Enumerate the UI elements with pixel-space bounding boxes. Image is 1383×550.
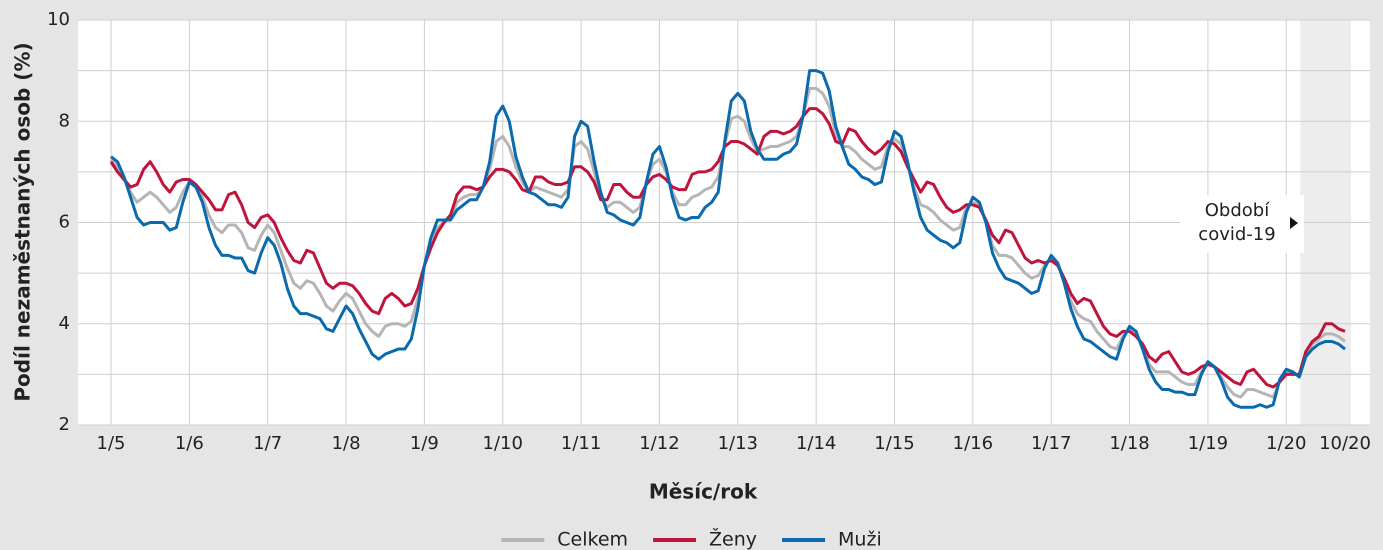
x-tick-label: 1/14 (796, 433, 836, 454)
legend-label: Ženy (709, 528, 757, 550)
annotation-text: covid-19 (1198, 224, 1275, 245)
y-tick-label: 6 (59, 212, 70, 233)
x-axis-title: Měsíc/rok (649, 480, 758, 504)
x-tick-label: 1/15 (874, 433, 914, 454)
x-tick-label: 1/16 (953, 433, 993, 454)
y-tick-label: 2 (59, 414, 70, 435)
legend-label: Celkem (557, 529, 628, 550)
x-tick-label: 1/17 (1031, 433, 1071, 454)
x-tick-label: 1/9 (410, 433, 439, 454)
x-tick-label: 1/12 (639, 433, 679, 454)
x-tick-label: 1/7 (253, 433, 282, 454)
x-tick-label: 1/11 (561, 433, 601, 454)
legend: Celkem Ženy Muži (501, 528, 882, 550)
x-tick-label: 1/10 (483, 433, 523, 454)
x-tick-label: 1/8 (332, 433, 361, 454)
x-tick-label: 1/19 (1188, 433, 1228, 454)
y-tick-label: 4 (59, 313, 70, 334)
y-tick-label: 10 (47, 9, 70, 30)
x-tick-label: 1/18 (1109, 433, 1149, 454)
x-tick-label: 10/20 (1319, 433, 1371, 454)
legend-label: Muži (838, 529, 882, 550)
y-axis-title: Podíl nezaměstnaných osob (%) (11, 42, 35, 401)
x-tick-label: 1/6 (175, 433, 204, 454)
annotation-text: Období (1205, 200, 1270, 221)
annotation-arrow (1290, 217, 1298, 229)
series-line (110, 69, 1346, 409)
x-tick-label: 1/20 (1266, 433, 1306, 454)
y-tick-label: 8 (59, 110, 70, 131)
annotation-box (1180, 195, 1304, 253)
x-tick-label: 1/13 (718, 433, 758, 454)
x-tick-label: 1/5 (97, 433, 126, 454)
